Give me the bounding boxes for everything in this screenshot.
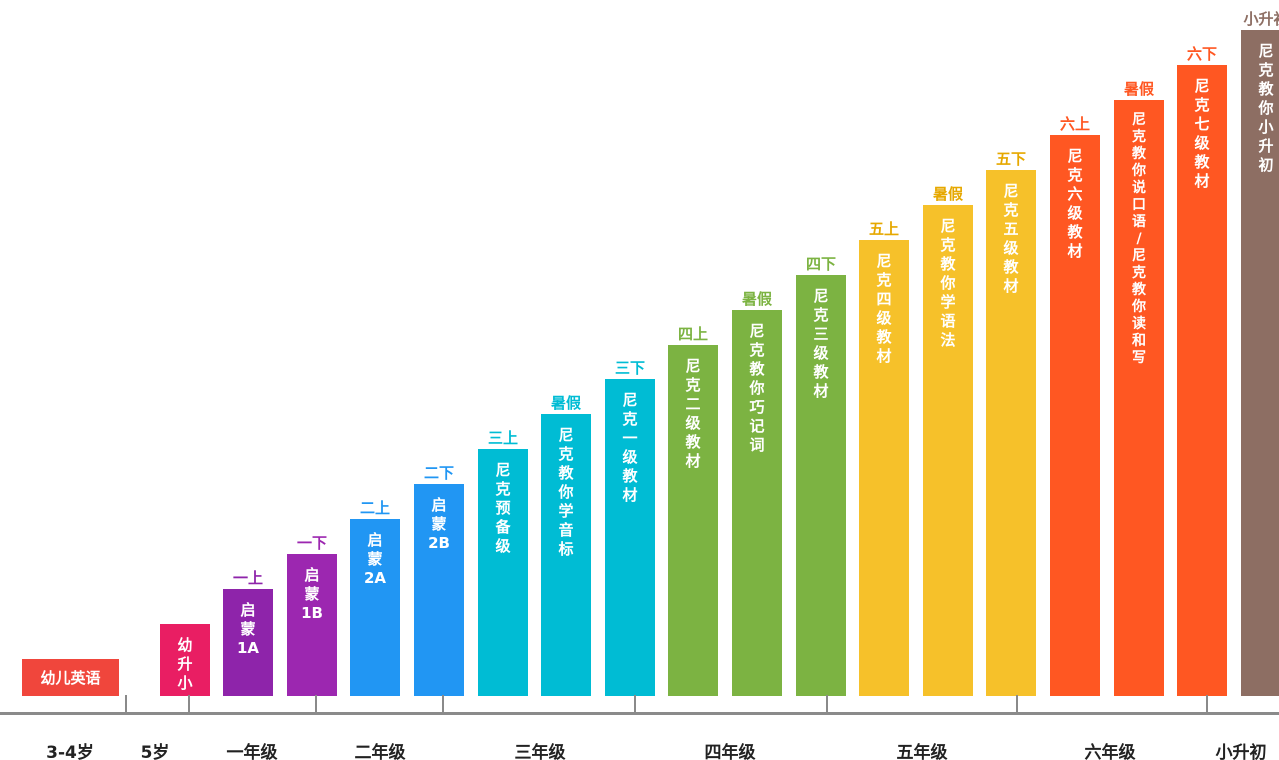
bar [668,345,718,696]
semester-label: 暑假 [550,394,581,412]
bar-label: 尼 克 教 你 说 口 语 / 尼 克 教 你 读 和 写 [1132,112,1146,366]
axis-tick [634,695,636,715]
axis-tick [1206,695,1208,715]
axis-tick [315,695,317,715]
bar-label: 尼 克 四 级 教 材 [876,252,892,365]
axis-tick [442,695,444,715]
bar-label: 尼 克 教 你 学 语 法 [940,217,956,349]
semester-label: 暑假 [932,185,963,203]
bar [1050,135,1100,696]
bar-label: 尼 克 预 备 级 [495,461,511,555]
semester-label: 五下 [995,150,1026,168]
bar-label: 幼 升 小 [177,636,193,692]
bar-label: 尼 克 七 级 教 材 [1194,77,1210,190]
semester-label: 一上 [232,569,263,587]
semester-label: 三下 [614,359,645,377]
axis-tick [1016,695,1018,715]
bar [986,170,1036,696]
bar [923,205,973,696]
grade-label: 3-4岁 [46,743,94,760]
grade-label: 小升初 [1215,743,1267,760]
grade-label: 5岁 [140,743,170,760]
bar-label: 启 蒙 2B [428,496,450,552]
grade-label: 一年级 [226,743,278,760]
axis-tick [826,695,828,715]
bar [541,414,591,696]
semester-label: 三上 [487,429,518,447]
semester-label: 六下 [1186,45,1217,63]
bar [796,275,846,696]
semester-label: 暑假 [741,290,772,308]
bar-label: 启 蒙 1A [236,601,260,657]
bar [859,240,909,696]
bar-label: 尼 克 六 级 教 材 [1067,147,1083,260]
semester-label: 五上 [868,220,899,238]
semester-label: 二上 [359,499,390,517]
bar-label: 尼 克 教 你 巧 记 词 [749,322,765,454]
bar-label: 尼 克 二 级 教 材 [685,357,701,470]
bar [478,449,528,696]
semester-label: 二下 [423,464,454,482]
bar-label: 启 蒙 1B [301,566,323,622]
bar-label: 启 蒙 2A [363,531,387,587]
bar [22,659,119,696]
bar-label: 尼 克 一 级 教 材 [622,391,638,504]
bar [1241,30,1279,696]
bar [732,310,782,696]
bar [605,379,655,696]
grade-label: 六年级 [1084,743,1136,760]
bar [160,624,210,696]
bar-label: 尼 克 教 你 小 升 初 [1258,42,1274,174]
bar [223,589,273,696]
bar [287,554,337,696]
semester-label: 四上 [677,325,708,343]
semester-label: 一下 [296,534,327,552]
bar-label: 尼 克 三 级 教 材 [813,287,829,400]
grade-label: 二年级 [354,743,406,760]
grade-label: 四年级 [704,743,756,760]
grade-label: 五年级 [896,743,948,760]
bar [414,484,464,696]
x-axis-line [0,712,1279,715]
grade-label: 三年级 [514,743,566,760]
semester-label: 四下 [805,255,836,273]
axis-tick [125,695,127,715]
bar [1114,100,1164,696]
bar [1177,65,1227,696]
bar [350,519,400,696]
semester-label: 小升初 [1243,10,1279,28]
bar-label: 幼儿英语 [40,669,101,687]
semester-label: 暑假 [1123,80,1154,98]
bar-label: 尼 克 五 级 教 材 [1003,182,1019,295]
axis-tick [188,695,190,715]
bar-label: 尼 克 教 你 学 音 标 [558,426,574,558]
semester-label: 六上 [1059,115,1090,133]
